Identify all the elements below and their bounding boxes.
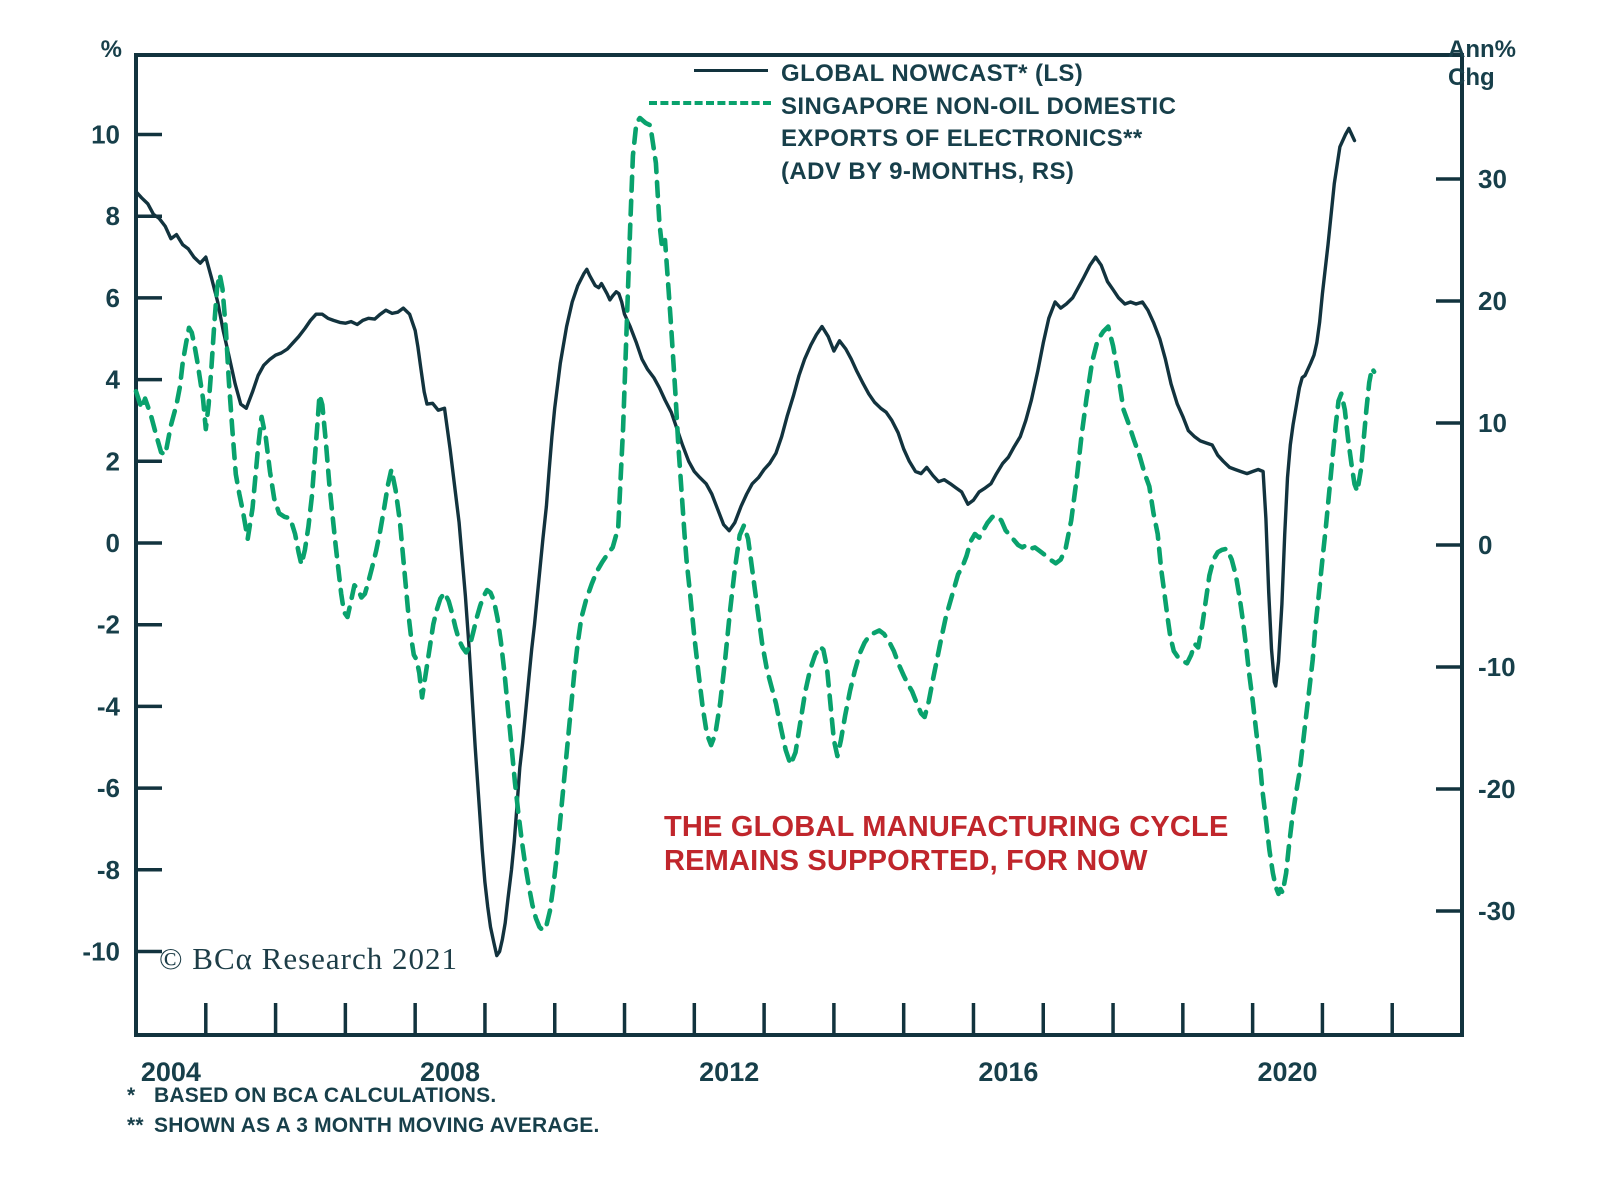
legend-solid-line-sample <box>694 69 768 72</box>
legend: GLOBAL NOWCAST* (LS) SINGAPORE NON-OIL D… <box>781 58 1176 188</box>
left-axis-tick-label: -10 <box>82 937 120 967</box>
right-axis-tick-label: 20 <box>1478 286 1507 316</box>
annotation-text: THE GLOBAL MANUFACTURING CYCLE REMAINS S… <box>664 811 1229 878</box>
left-axis-tick-label: 2 <box>106 446 120 476</box>
footnote-2-text: SHOWN AS A 3 MONTH MOVING AVERAGE. <box>154 1114 600 1137</box>
left-axis-tick-label: -8 <box>97 855 120 885</box>
left-axis-tick-label: 0 <box>106 528 120 558</box>
footnote-1-text: BASED ON BCA CALCULATIONS. <box>154 1084 497 1107</box>
legend-series1-label: GLOBAL NOWCAST* (LS) <box>781 60 1084 87</box>
legend-series2-label-line2: EXPORTS OF ELECTRONICS** <box>781 125 1143 152</box>
right-axis-tick-label: -10 <box>1478 652 1516 682</box>
left-axis-title: % <box>100 36 122 63</box>
legend-series2-label-line1: SINGAPORE NON-OIL DOMESTIC <box>781 92 1177 120</box>
x-axis-year-label: 2020 <box>1257 1057 1317 1087</box>
right-axis-tick-label: -30 <box>1478 896 1516 926</box>
left-axis-tick-label: -2 <box>97 610 120 640</box>
footnote-2: ** SHOWN AS A 3 MONTH MOVING AVERAGE. <box>127 1114 599 1138</box>
footnote-1-marker: * <box>127 1084 136 1107</box>
left-axis-tick-label: -4 <box>97 691 121 721</box>
right-axis-tick-label: 30 <box>1478 164 1507 194</box>
left-axis-tick-label: 4 <box>106 365 121 395</box>
series-singapore-exports <box>133 115 1377 933</box>
right-axis-title-line2: Chg <box>1448 64 1495 91</box>
left-axis-tick-label: -6 <box>97 773 120 803</box>
x-axis-year-label: 2012 <box>699 1057 759 1087</box>
annotation-line2: REMAINS SUPPORTED, FOR NOW <box>664 844 1148 877</box>
left-axis-tick-label: 6 <box>106 283 120 313</box>
x-axis-year-label: 2016 <box>978 1057 1038 1087</box>
right-axis-tick-label: 0 <box>1478 530 1492 560</box>
footnote-1: * BASED ON BCA CALCULATIONS. <box>127 1084 496 1108</box>
right-axis-tick-label: -20 <box>1478 774 1516 804</box>
annotation-line1: THE GLOBAL MANUFACTURING CYCLE <box>664 811 1229 843</box>
series-global-nowcast <box>134 126 1357 958</box>
legend-series2-label-line3: (ADV BY 9-MONTHS, RS) <box>781 157 1075 185</box>
left-axis-tick-label: 10 <box>91 120 120 150</box>
legend-dashed-line-sample <box>649 101 771 105</box>
right-axis-title-line1: Ann% <box>1448 36 1516 63</box>
left-axis-tick-label: 8 <box>106 201 120 231</box>
x-axis-year-label: 2004 <box>141 1057 201 1087</box>
right-axis-tick-label: 10 <box>1478 408 1507 438</box>
footnote-2-marker: ** <box>127 1114 144 1137</box>
copyright-note: © BCα Research 2021 <box>159 941 458 976</box>
x-axis-year-label: 2008 <box>420 1057 480 1087</box>
right-axis-title: Ann% Chg <box>1448 36 1516 92</box>
